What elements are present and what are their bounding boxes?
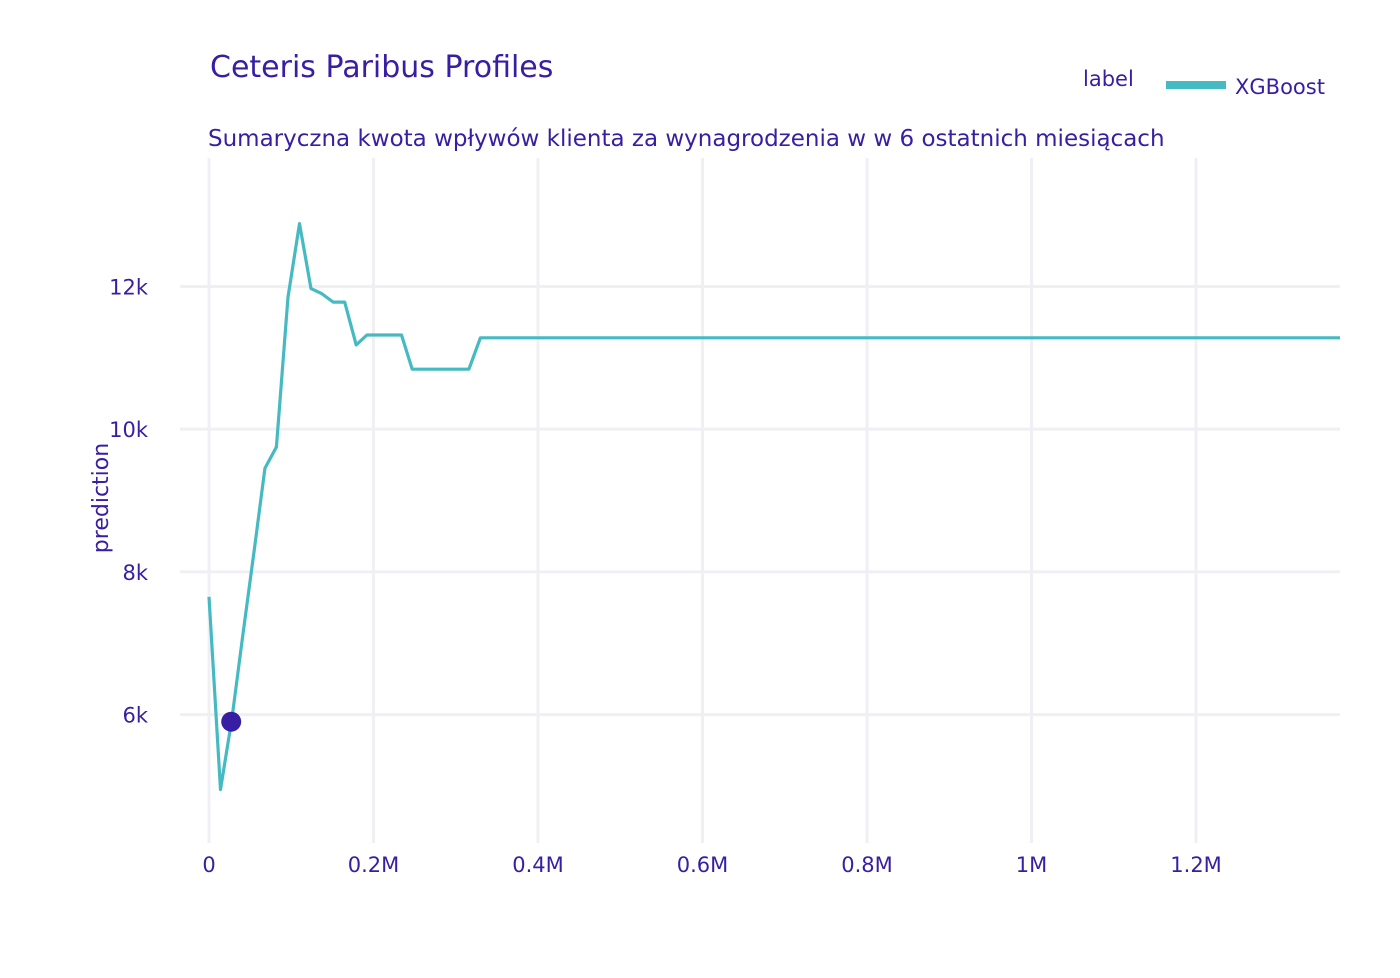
x-tick-label-0: 0: [202, 853, 215, 877]
series-line-xgboost[interactable]: [207, 222, 1340, 792]
chart-title: Ceteris Paribus Profiles: [210, 50, 553, 85]
y-tick-label-3: 12k: [109, 275, 149, 299]
x-tick-label-2: 0.4M: [512, 853, 564, 877]
x-tick-label-1: 0.2M: [348, 853, 400, 877]
ticks-layer: 0 0.2M 0.4M 0.6M 0.8M 1M 1.2M 6k 8k 10k 12k: [109, 275, 1222, 877]
x-tick-label-3: 0.6M: [677, 853, 729, 877]
x-tick-label-5: 1M: [1016, 853, 1047, 877]
grid-layer: [180, 158, 1340, 843]
legend-title: label: [1083, 67, 1134, 91]
y-tick-label-2: 10k: [109, 418, 149, 442]
x-tick-label-4: 0.8M: [841, 853, 893, 877]
chart-subtitle: Sumaryczna kwota wpływów klienta za wyna…: [208, 126, 1165, 152]
legend-label-xgboost[interactable]: XGBoost: [1235, 75, 1325, 99]
y-tick-label-1: 8k: [122, 561, 148, 585]
observation-point[interactable]: [221, 711, 242, 732]
y-axis-label: prediction: [89, 443, 114, 553]
legend: label XGBoost: [1083, 67, 1325, 99]
x-tick-label-6: 1.2M: [1170, 853, 1222, 877]
y-tick-label-0: 6k: [122, 704, 148, 728]
